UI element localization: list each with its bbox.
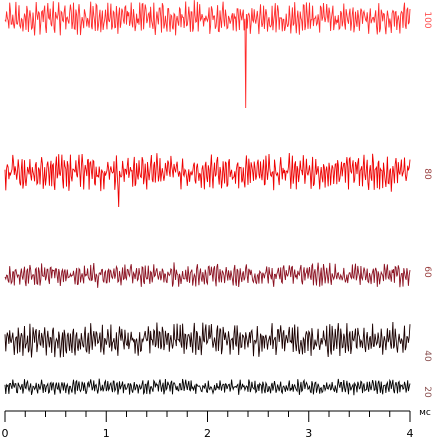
trace-20	[4, 378, 411, 396]
level-label-100: 100	[422, 11, 432, 28]
x-tick-label-4: 4	[407, 427, 414, 440]
trace-100	[4, 0, 411, 109]
trace-80	[4, 152, 411, 208]
x-tick-label-1: 1	[103, 427, 110, 440]
level-label-60: 60	[422, 266, 432, 278]
x-tick-label-0: 0	[2, 427, 9, 440]
trace-60	[4, 262, 411, 288]
level-label-20: 20	[422, 386, 432, 398]
traces-group	[4, 0, 411, 396]
level-labels: 100 80 60 40 20	[422, 11, 432, 398]
level-label-80: 80	[422, 168, 432, 180]
level-label-40: 40	[422, 350, 432, 362]
x-axis: 0 1 2 3 4 мс	[2, 408, 431, 440]
trace-40	[4, 321, 411, 358]
x-axis-unit: мс	[419, 408, 431, 418]
x-tick-label-3: 3	[305, 427, 312, 440]
x-tick-label-2: 2	[204, 427, 211, 440]
